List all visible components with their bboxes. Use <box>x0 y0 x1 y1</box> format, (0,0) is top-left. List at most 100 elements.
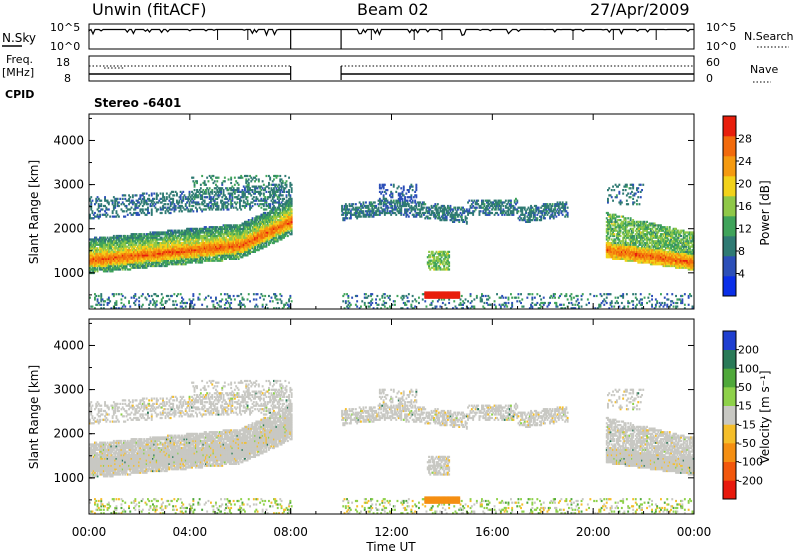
power-cell <box>230 199 233 202</box>
power-cell <box>402 189 405 192</box>
power-cell <box>241 190 244 193</box>
power-cell <box>105 199 108 202</box>
power-cell <box>242 254 245 257</box>
power-cell <box>423 211 425 215</box>
power-cell <box>365 215 367 218</box>
power-cell <box>89 249 91 252</box>
power-cell <box>154 231 157 234</box>
power-cell <box>358 213 361 216</box>
power-cell <box>273 217 275 220</box>
power-cell <box>189 247 192 250</box>
power-cell <box>220 229 222 232</box>
power-cell <box>153 233 156 236</box>
power-cell <box>144 296 147 299</box>
power-cell <box>198 238 201 241</box>
power-cell <box>172 241 175 245</box>
power-cell <box>192 234 195 238</box>
power-cell <box>119 261 122 264</box>
power-cell <box>244 305 246 308</box>
power-cell <box>365 296 367 299</box>
power-cell <box>249 243 251 246</box>
power-cell <box>178 240 181 243</box>
power-cell <box>141 254 144 257</box>
power-cell <box>192 247 195 250</box>
power-cell <box>230 301 233 305</box>
power-cell <box>232 229 235 232</box>
power-cell <box>89 252 91 255</box>
power-cell <box>266 231 269 234</box>
power-cell <box>188 201 191 204</box>
power-cell <box>118 243 120 246</box>
power-cell <box>254 238 256 241</box>
power-cell <box>153 257 156 260</box>
power-cell <box>255 190 258 193</box>
power-cell <box>147 234 149 238</box>
power-cell <box>237 233 240 236</box>
power-cell <box>198 256 201 259</box>
power-cell <box>276 197 279 200</box>
power-cell <box>275 222 278 225</box>
power-cell <box>106 243 109 246</box>
power-cell <box>199 196 202 199</box>
power-cell <box>109 266 112 269</box>
power-cell <box>183 240 186 243</box>
power-cell <box>284 210 287 213</box>
power-cell <box>128 203 130 206</box>
power-cell <box>221 240 224 243</box>
power-cell <box>250 243 253 246</box>
power-cell <box>245 234 248 238</box>
power-cell <box>216 176 219 179</box>
power-cell <box>174 190 177 193</box>
power-cell <box>435 294 438 298</box>
power-cell <box>249 236 251 239</box>
power-cell <box>239 301 241 305</box>
power-cell <box>149 203 152 206</box>
power-cell <box>216 190 219 193</box>
power-cell <box>289 233 292 236</box>
power-cell <box>257 204 260 208</box>
power-cell <box>154 264 157 268</box>
power-cell <box>232 190 235 193</box>
power-cell <box>256 187 259 190</box>
power-cell <box>249 224 251 227</box>
power-cell <box>276 301 279 305</box>
power-cell <box>242 233 245 236</box>
power-cell <box>197 194 200 197</box>
power-cell <box>435 259 438 262</box>
power-cell <box>194 206 197 209</box>
power-cell <box>286 222 289 225</box>
power-cell <box>242 241 245 245</box>
power-cell <box>152 236 154 239</box>
power-cell <box>125 204 128 208</box>
power-cell <box>264 189 267 192</box>
power-cell <box>261 222 264 225</box>
power-cell <box>191 256 193 259</box>
power-cell <box>167 250 169 253</box>
power-cell <box>92 245 95 248</box>
power-cell <box>118 307 120 310</box>
power-cell <box>189 305 192 308</box>
power-cell <box>115 301 118 305</box>
power-cell <box>385 211 388 215</box>
power-cell <box>290 190 293 193</box>
power-cell <box>131 203 134 206</box>
power-cell <box>135 264 138 268</box>
power-cell <box>91 305 94 308</box>
power-cell <box>104 254 106 257</box>
power-cell <box>245 245 248 248</box>
power-cell <box>162 233 164 236</box>
power-cell <box>266 204 269 208</box>
power-cell <box>125 252 128 255</box>
power-cell <box>411 213 414 216</box>
power-cell <box>111 266 114 269</box>
power-cell <box>150 263 153 266</box>
power-cell <box>278 219 280 222</box>
power-cell <box>245 254 248 257</box>
power-cell <box>399 211 401 215</box>
power-cell <box>371 301 374 305</box>
power-cell <box>289 296 292 299</box>
power-cell <box>262 233 265 236</box>
power-cell <box>423 203 425 206</box>
power-cell <box>250 233 253 236</box>
power-cell <box>184 234 187 238</box>
